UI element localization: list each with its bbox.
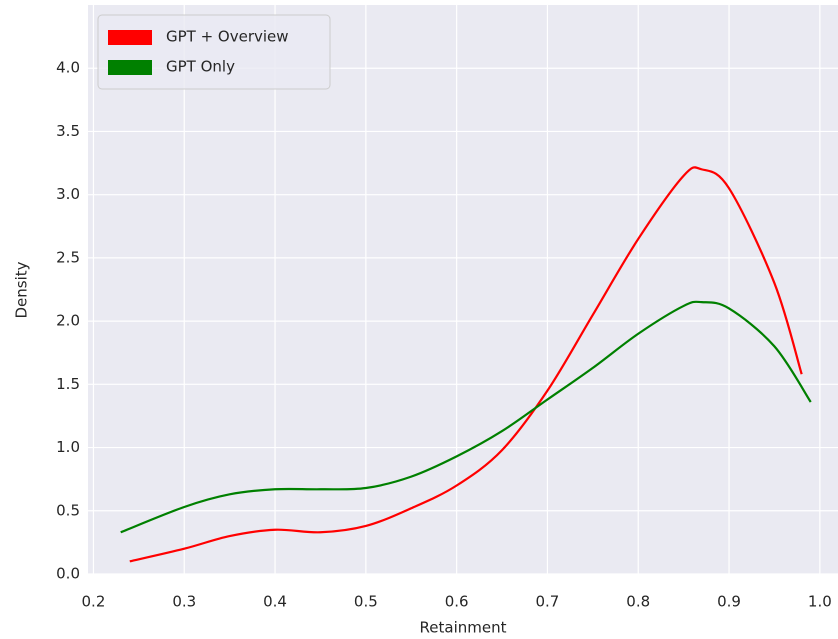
y-tick-label: 3.0 bbox=[56, 185, 80, 203]
x-tick-label: 0.7 bbox=[536, 593, 560, 611]
line bbox=[129, 166, 803, 563]
x-tick-label: 0.8 bbox=[626, 593, 650, 611]
y-tick-label: 0.0 bbox=[56, 565, 80, 583]
x-tick-label: 0.6 bbox=[445, 593, 469, 611]
x-axis-label: Retainment bbox=[420, 619, 507, 637]
legend-swatch bbox=[108, 30, 152, 45]
y-tick-label: 4.0 bbox=[56, 59, 80, 77]
y-tick-label: 0.5 bbox=[56, 501, 80, 519]
y-tick-label: 2.5 bbox=[56, 248, 80, 266]
legend-label: GPT Only bbox=[166, 58, 235, 76]
legend-swatch bbox=[108, 60, 152, 75]
x-tick-label: 1.0 bbox=[808, 593, 832, 611]
line bbox=[120, 300, 812, 534]
y-tick-label: 1.5 bbox=[56, 375, 80, 393]
y-tick-label: 2.0 bbox=[56, 312, 80, 330]
y-axis-label: Density bbox=[13, 261, 31, 318]
x-tick-label: 0.2 bbox=[82, 593, 106, 611]
legend: GPT + Overview GPT Only bbox=[97, 14, 331, 90]
x-tick-label: 0.9 bbox=[717, 593, 741, 611]
x-tick-label: 0.3 bbox=[172, 593, 196, 611]
legend-label: GPT + Overview bbox=[166, 28, 289, 46]
x-tick-label: 0.5 bbox=[354, 593, 378, 611]
x-tick-label: 0.4 bbox=[263, 593, 287, 611]
legend-box bbox=[97, 14, 331, 90]
y-tick-label: 1.0 bbox=[56, 438, 80, 456]
y-tick-label: 3.5 bbox=[56, 122, 80, 140]
plot-area bbox=[88, 5, 838, 574]
